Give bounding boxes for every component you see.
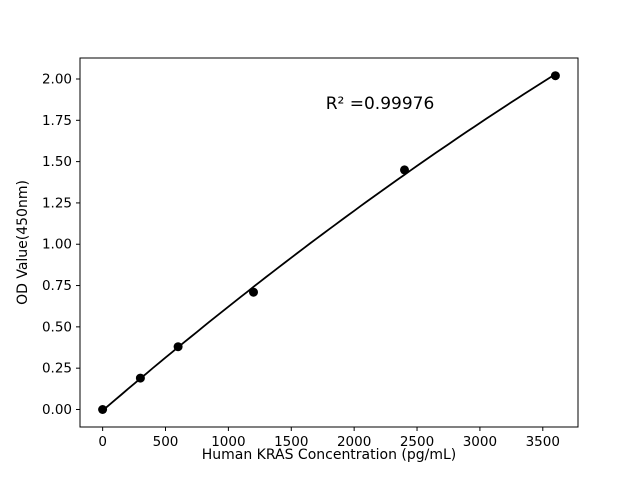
data-point-marker <box>173 342 183 352</box>
x-tick-label: 3000 <box>463 434 497 450</box>
y-tick-label: 0.00 <box>42 402 72 418</box>
trendline-curve <box>102 73 556 412</box>
y-tick-label: 1.25 <box>42 195 72 211</box>
y-tick-label: 0.75 <box>42 278 72 294</box>
x-tick-label: 1000 <box>211 434 245 450</box>
y-tick-label: 2.00 <box>42 71 72 87</box>
y-tick-label: 1.50 <box>42 154 72 170</box>
x-tick-label: 3500 <box>526 434 560 450</box>
y-tick-label: 0.50 <box>42 319 72 335</box>
data-point-marker <box>135 373 145 383</box>
data-point-marker <box>400 165 409 175</box>
x-tick-label: 2500 <box>400 434 434 450</box>
y-tick-label: 0.25 <box>42 361 72 377</box>
x-axis-label: Human KRAS Concentration (pg/mL) <box>202 447 457 463</box>
data-point-marker <box>550 71 560 81</box>
y-tick-label: 1.00 <box>42 237 72 253</box>
axes-spines <box>79 57 579 428</box>
x-tick-label: 0 <box>98 434 107 450</box>
r-squared-annotation: R² =0.99976 <box>326 94 435 114</box>
x-tick-label: 500 <box>153 434 179 450</box>
y-axis-label: OD Value(450nm) <box>15 180 31 305</box>
y-tick-label: 1.75 <box>42 113 72 129</box>
x-tick-label: 2000 <box>337 434 371 450</box>
data-point-marker <box>98 405 108 414</box>
data-point-marker <box>249 287 258 297</box>
x-tick-label: 1500 <box>274 434 308 450</box>
